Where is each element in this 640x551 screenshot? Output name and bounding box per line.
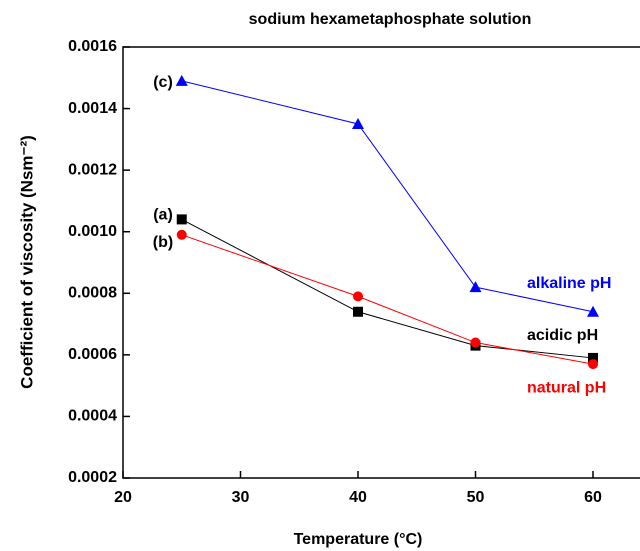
y-tick-label: 0.0006 — [68, 346, 117, 363]
annotation: (a) — [153, 207, 173, 224]
y-axis-title: Coefficient of viscosity (Nsm⁻²) — [17, 135, 36, 389]
point — [470, 337, 481, 348]
point — [588, 352, 598, 363]
y-tick-label: 0.0004 — [68, 408, 117, 425]
x-tick-label: 30 — [232, 489, 250, 506]
y-tick-label: 0.0012 — [68, 161, 117, 178]
point — [353, 306, 363, 317]
point — [176, 214, 187, 225]
x-axis-title: Temperature (°C) — [294, 531, 423, 548]
series-label: alkaline pH — [527, 275, 611, 292]
x-tick-label: 20 — [114, 489, 132, 506]
y-tick-label: 0.0016 — [68, 38, 117, 55]
annotation: (b) — [153, 234, 173, 251]
line — [181, 80, 594, 313]
annotation: (c) — [153, 74, 173, 91]
axis-frame — [122, 46, 640, 479]
x-tick-label: 40 — [349, 489, 367, 506]
x-tick-label: 50 — [467, 489, 485, 506]
point — [587, 305, 599, 317]
series-label: natural pH — [527, 379, 606, 396]
point — [353, 291, 363, 302]
x-tick-label: 60 — [584, 489, 602, 506]
point — [352, 117, 364, 129]
y-tick-label: 0.0002 — [68, 469, 117, 486]
y-tick-label: 0.0010 — [68, 223, 117, 240]
series-label: acidic pH — [527, 327, 598, 344]
point — [469, 281, 482, 293]
chart-title: sodium hexametaphosphate solution — [249, 11, 532, 28]
point — [176, 229, 187, 240]
line — [181, 234, 594, 365]
y-tick-label: 0.0014 — [68, 100, 117, 117]
y-tick-label: 0.0008 — [68, 285, 117, 302]
point — [588, 359, 598, 370]
point — [175, 74, 188, 86]
